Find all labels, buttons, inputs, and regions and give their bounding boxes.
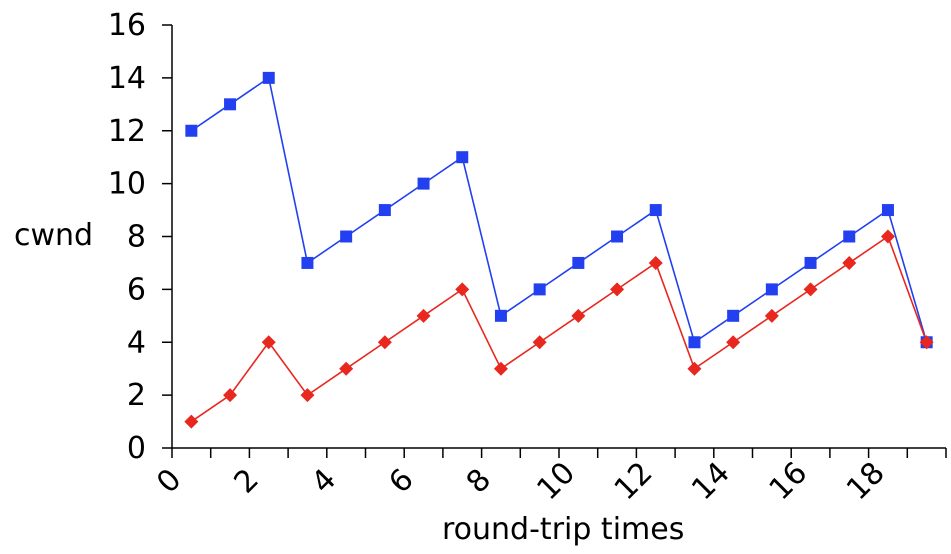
square-marker [301, 256, 314, 269]
diamond-marker [726, 335, 741, 350]
x-tick-label: 14 [685, 455, 737, 507]
diamond-marker [687, 361, 702, 376]
diamond-marker [764, 308, 779, 323]
diamond-marker [416, 308, 431, 323]
x-tick-label: 18 [840, 455, 892, 507]
series-markers [184, 71, 934, 429]
y-tick-label: 6 [127, 272, 146, 307]
diamond-marker [493, 361, 508, 376]
diamond-marker [223, 388, 238, 403]
square-marker [456, 151, 469, 164]
diamond-marker [300, 388, 315, 403]
square-marker [533, 283, 546, 296]
y-tick-label: 10 [108, 167, 146, 202]
y-axis-label: cwnd [14, 218, 94, 253]
x-tick-group: 0 2 4 6 8 10 12 14 16 18 [150, 448, 947, 507]
diamond-marker [648, 255, 663, 270]
y-tick-label: 2 [127, 378, 146, 413]
square-marker [224, 98, 237, 111]
square-marker [262, 71, 275, 84]
axes [171, 25, 946, 449]
diamond-marker [377, 335, 392, 350]
square-marker [804, 256, 817, 269]
x-tick-label: 8 [460, 462, 498, 500]
x-tick-label: 10 [530, 455, 582, 507]
y-tick-label: 4 [127, 325, 146, 360]
square-marker [611, 230, 624, 243]
diamond-marker [610, 282, 625, 297]
diamond-marker [571, 308, 586, 323]
diamond-marker [919, 335, 934, 350]
square-marker [494, 309, 507, 322]
series-lines [190, 76, 928, 423]
y-tick-label: 16 [108, 8, 146, 43]
series-line-2 [190, 235, 928, 423]
diamond-marker [339, 361, 354, 376]
diamond-marker [184, 414, 199, 429]
x-tick-label: 0 [150, 462, 188, 500]
square-marker [727, 309, 740, 322]
square-marker [881, 204, 894, 217]
square-marker [572, 256, 585, 269]
y-tick-label: 8 [127, 220, 146, 255]
diamond-marker [261, 335, 276, 350]
diamond-marker [803, 282, 818, 297]
diamond-marker [880, 229, 895, 244]
x-tick-label: 4 [305, 462, 343, 500]
x-tick-label: 16 [763, 455, 815, 507]
x-axis-label: round-trip times [442, 512, 685, 547]
square-marker [688, 336, 701, 349]
y-tick-label: 12 [108, 114, 146, 149]
square-marker [649, 204, 662, 217]
series-line-1 [190, 76, 928, 344]
y-tick-label: 0 [127, 431, 146, 466]
x-tick-label: 12 [608, 455, 660, 507]
y-tick-label: 14 [108, 61, 146, 96]
x-tick-label: 6 [382, 462, 420, 500]
square-marker [843, 230, 856, 243]
diamond-marker [455, 282, 470, 297]
square-marker [765, 283, 778, 296]
square-marker [185, 124, 198, 137]
y-tick-group: 0 2 4 6 8 10 12 14 16 [108, 8, 172, 466]
diamond-marker [532, 335, 547, 350]
x-tick-label: 2 [228, 462, 266, 500]
square-marker [378, 204, 391, 217]
diamond-marker [842, 255, 857, 270]
square-marker [340, 230, 353, 243]
square-marker [417, 177, 430, 190]
